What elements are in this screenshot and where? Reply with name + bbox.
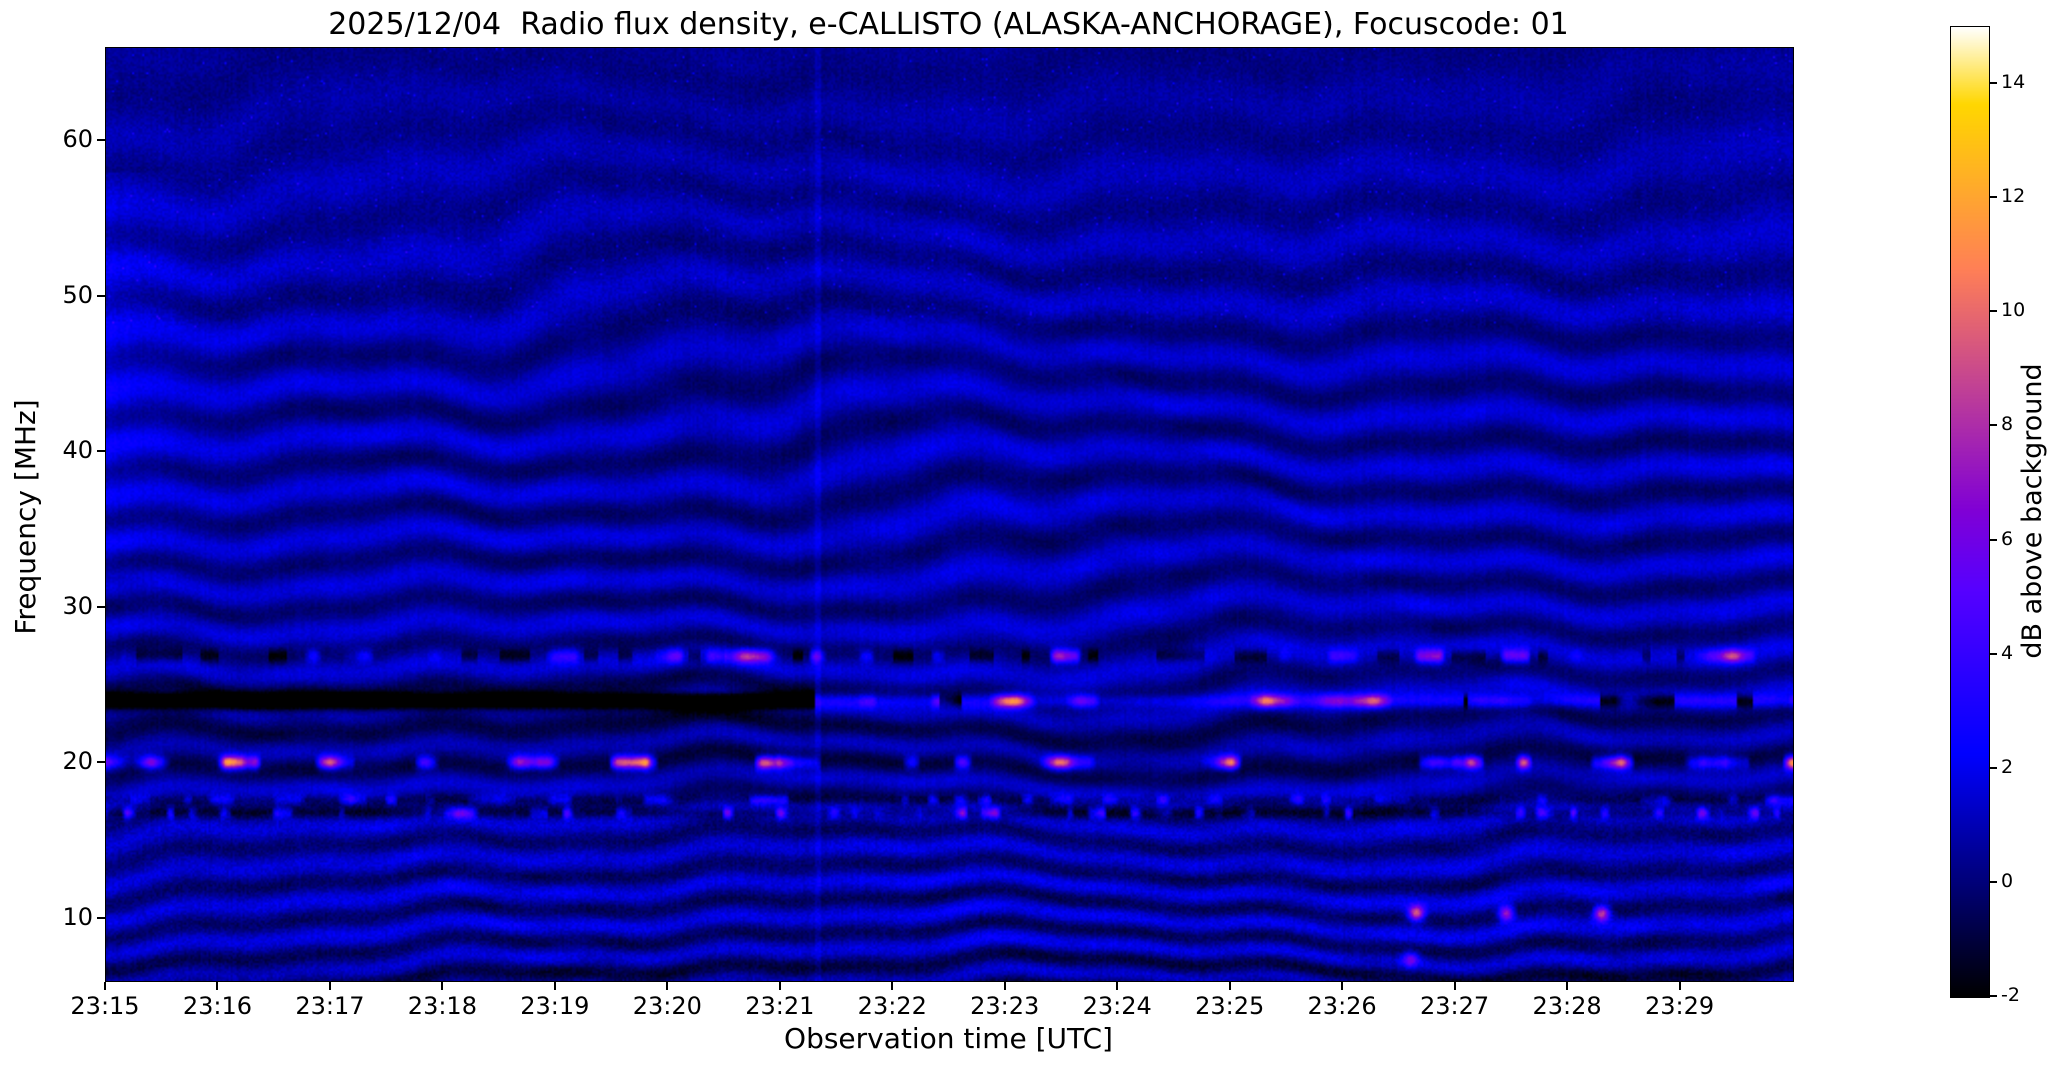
x-tick-label: 23:16: [182, 992, 253, 1020]
x-tick-label: 23:22: [857, 992, 927, 1020]
colorbar-tick-label: 4: [2001, 641, 2014, 664]
x-tick-mark: [441, 982, 444, 990]
x-tick-mark: [104, 982, 106, 990]
x-tick-mark: [891, 982, 894, 990]
colorbar-tick-label: 8: [2001, 413, 2014, 436]
y-tick-mark: [97, 139, 105, 142]
x-tick-mark: [1678, 982, 1681, 990]
x-tick-mark: [553, 982, 556, 990]
y-tick-label: 40: [62, 436, 93, 465]
x-tick-label: 23:23: [970, 992, 1040, 1020]
colorbar-gradient: [1951, 27, 1989, 997]
x-tick-mark: [1566, 982, 1569, 990]
x-tick-mark: [1116, 982, 1119, 990]
colorbar-tick-label: 0: [2001, 869, 2014, 892]
x-axis-label: Observation time [UTC]: [784, 1022, 1113, 1055]
colorbar-tick-label: 10: [2001, 299, 2026, 322]
x-tick-label: 23:24: [1082, 992, 1152, 1020]
chart-title: 2025/12/04 Radio flux density, e-CALLIST…: [328, 7, 1569, 42]
x-tick-mark: [1003, 982, 1006, 990]
colorbar-tick-mark: [1990, 880, 1997, 883]
colorbar-tick-mark: [1990, 310, 1997, 313]
x-tick-label: 23:18: [407, 992, 477, 1020]
colorbar-tick-mark: [1990, 995, 1997, 997]
y-axis-label: Frequency [MHz]: [9, 399, 42, 635]
x-tick-mark: [328, 982, 331, 990]
colorbar-tick-label: 6: [2001, 527, 2014, 550]
x-tick-label: 23:21: [745, 992, 815, 1020]
x-tick-label: 23:19: [520, 992, 590, 1020]
y-tick-mark: [97, 761, 105, 764]
x-tick-label: 23:29: [1644, 992, 1715, 1020]
y-tick-mark: [97, 605, 105, 608]
colorbar-tick-mark: [1990, 196, 1997, 199]
colorbar-tick-mark: [1990, 424, 1997, 427]
x-tick-label: 23:17: [295, 992, 365, 1020]
y-tick-mark: [97, 294, 105, 297]
colorbar-tick-label: 12: [2001, 185, 2026, 208]
x-tick-mark: [216, 982, 219, 990]
x-tick-mark: [666, 982, 669, 990]
x-tick-mark: [1453, 982, 1456, 990]
colorbar-tick-mark: [1990, 766, 1997, 769]
colorbar-tick-mark: [1990, 82, 1997, 85]
x-tick-label: 23:27: [1420, 992, 1490, 1020]
spectrogram-plot-area: [105, 47, 1794, 982]
y-tick-label: 50: [62, 280, 93, 309]
x-tick-label: 23:26: [1307, 992, 1377, 1020]
colorbar-tick-label: 14: [2001, 71, 2026, 94]
colorbar-tick-label: 2: [2001, 755, 2014, 778]
y-tick-label: 20: [62, 747, 93, 776]
x-tick-label: 23:28: [1532, 992, 1602, 1020]
y-tick-mark: [97, 450, 105, 453]
x-tick-label: 23:15: [70, 992, 140, 1020]
x-tick-mark: [1341, 982, 1344, 990]
x-tick-label: 23:25: [1195, 992, 1265, 1020]
y-tick-mark: [97, 916, 105, 919]
y-tick-label: 30: [62, 591, 93, 620]
y-tick-label: 10: [62, 902, 93, 931]
colorbar-tick-label: -2: [2001, 984, 2020, 1006]
colorbar-tick-mark: [1990, 538, 1997, 541]
spectrogram-image: [106, 48, 1793, 981]
y-tick-label: 60: [62, 125, 93, 154]
colorbar: [1950, 26, 1990, 998]
x-tick-label: 23:20: [632, 992, 702, 1020]
colorbar-tick-mark: [1990, 652, 1997, 655]
colorbar-label: dB above background: [2017, 363, 2047, 659]
x-tick-mark: [778, 982, 781, 990]
x-tick-mark: [1228, 982, 1231, 990]
